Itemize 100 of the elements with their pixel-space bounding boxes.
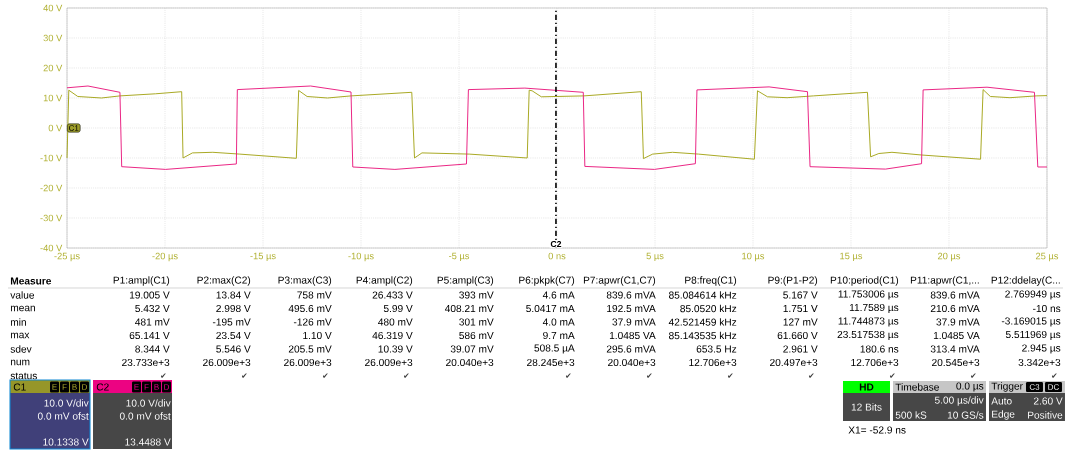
text: 5.546 V xyxy=(216,345,251,353)
text: 5.99 V xyxy=(383,304,413,313)
text: max xyxy=(10,332,30,339)
text: 26.009e+3 xyxy=(365,358,413,367)
text: 758 mV xyxy=(297,291,332,299)
text: 2.769949 µs xyxy=(1005,290,1061,300)
text: 46.319 V xyxy=(372,331,413,340)
text: F xyxy=(62,384,67,390)
text: 1.0485 VA xyxy=(609,331,656,340)
text: P10:period(C1) xyxy=(830,276,899,286)
text: Edge xyxy=(992,410,1015,420)
text: ✔ xyxy=(808,373,814,378)
text: Measure xyxy=(10,277,52,285)
x-tick-label: 20 µs xyxy=(937,252,961,262)
text: 313.4 mVA xyxy=(930,345,980,353)
text: 37.9 mVA xyxy=(612,318,656,326)
text: 8.344 V xyxy=(135,345,170,353)
y-tick-label: -40 V xyxy=(40,244,63,252)
y-tick-label: -30 V xyxy=(40,214,63,222)
text: 23.54 V xyxy=(216,331,251,340)
text: 408.21 mV xyxy=(444,304,494,313)
text: 20.040e+3 xyxy=(608,358,656,367)
text: 10.0 V/div xyxy=(126,399,171,407)
text: ✔ xyxy=(160,373,166,378)
text: ✔ xyxy=(889,373,895,378)
text: 586 mV xyxy=(459,331,494,340)
text: 2.961 V xyxy=(783,345,818,353)
y-tick-label: -20 V xyxy=(40,184,63,192)
x-tick-label: -10 µs xyxy=(348,252,374,262)
text: DC xyxy=(1048,384,1059,390)
text: 26.433 V xyxy=(372,291,413,299)
x-tick-label: -25 µs xyxy=(54,252,80,262)
text: 508.5 µA xyxy=(534,344,575,354)
text: -10 ns xyxy=(1033,304,1061,313)
text: 13.4488 V xyxy=(125,438,171,446)
text: 10 GS/s xyxy=(947,411,984,419)
x-tick-label: -20 µs xyxy=(152,252,178,262)
y-tick-label: -10 V xyxy=(40,154,63,162)
text: 28.245e+3 xyxy=(527,358,575,367)
y-tick-label: 0 V xyxy=(48,124,63,132)
text: 20.497e+3 xyxy=(770,358,818,367)
text: ✔ xyxy=(322,373,328,378)
text: 495.6 mV xyxy=(288,304,332,313)
text: 65.141 V xyxy=(129,331,170,340)
text: P3:max(C3) xyxy=(278,276,332,286)
y-tick-label: 40 V xyxy=(43,4,63,12)
text: 85.0520 kHz xyxy=(680,304,737,313)
x-tick-label: 5 µs xyxy=(646,252,664,262)
text: 500 kS xyxy=(895,411,927,419)
text: P12:ddelay(C... xyxy=(991,276,1060,286)
text: 839.6 mVA xyxy=(930,291,980,299)
ref-line-label: C2 xyxy=(550,240,562,248)
text: Positive xyxy=(1028,411,1063,419)
text: 5.0417 mA xyxy=(526,304,575,313)
text: 301 mV xyxy=(459,318,494,326)
text: 11.753006 µs xyxy=(838,290,899,300)
text: 42.521459 kHz xyxy=(668,318,737,326)
text: -3.169015 µs xyxy=(1001,317,1061,327)
text: C2 xyxy=(96,383,109,391)
text: 839.6 mVA xyxy=(606,291,656,299)
text: ✔ xyxy=(727,373,733,378)
text: 4.6 mA xyxy=(542,291,575,299)
text: F xyxy=(144,384,149,390)
text: ✔ xyxy=(1051,373,1057,378)
text: 393 mV xyxy=(459,291,494,299)
text: 5.167 V xyxy=(783,291,818,299)
text: 37.9 mVA xyxy=(936,318,980,326)
text: 0.0 µs xyxy=(956,382,984,392)
text: 481 mV xyxy=(135,318,170,326)
text: num xyxy=(10,359,30,366)
y-tick-label: 30 V xyxy=(43,34,63,42)
annotation: C1 xyxy=(69,125,79,131)
x-tick-label: 10 µs xyxy=(742,252,765,262)
text: mean xyxy=(10,305,35,312)
text: 26.009e+3 xyxy=(284,358,332,367)
text: 12 Bits xyxy=(851,403,882,411)
text: status xyxy=(10,372,37,380)
x-tick-label: 25 µs xyxy=(1035,252,1059,262)
line-series xyxy=(66,89,1048,160)
text: 480 mV xyxy=(378,318,413,326)
text: 13.84 V xyxy=(216,291,251,299)
text: C3 xyxy=(1029,384,1040,390)
text: Auto xyxy=(991,397,1012,405)
text: P11:apwr(C1,... xyxy=(910,276,979,286)
text: 85.143535 kHz xyxy=(669,331,737,340)
text: P8:freq(C1) xyxy=(685,276,737,286)
text: 0.0 mV ofst xyxy=(37,412,89,420)
x-tick-label: 0 ns xyxy=(548,252,566,260)
text: 5.432 V xyxy=(135,304,170,313)
text: P4:ampl(C2) xyxy=(356,276,413,286)
line-series xyxy=(66,85,1048,170)
text: 205.5 mV xyxy=(288,345,332,353)
text: 11.7589 µs xyxy=(849,303,899,314)
text: ✔ xyxy=(970,373,976,378)
text: P9:(P1-P2) xyxy=(768,276,818,286)
text: 2.998 V xyxy=(216,304,251,313)
text: 1.10 V xyxy=(303,331,332,340)
text: 1.0485 VA xyxy=(933,331,980,340)
text: D xyxy=(82,384,88,390)
text: 12.706e+3 xyxy=(851,358,899,367)
